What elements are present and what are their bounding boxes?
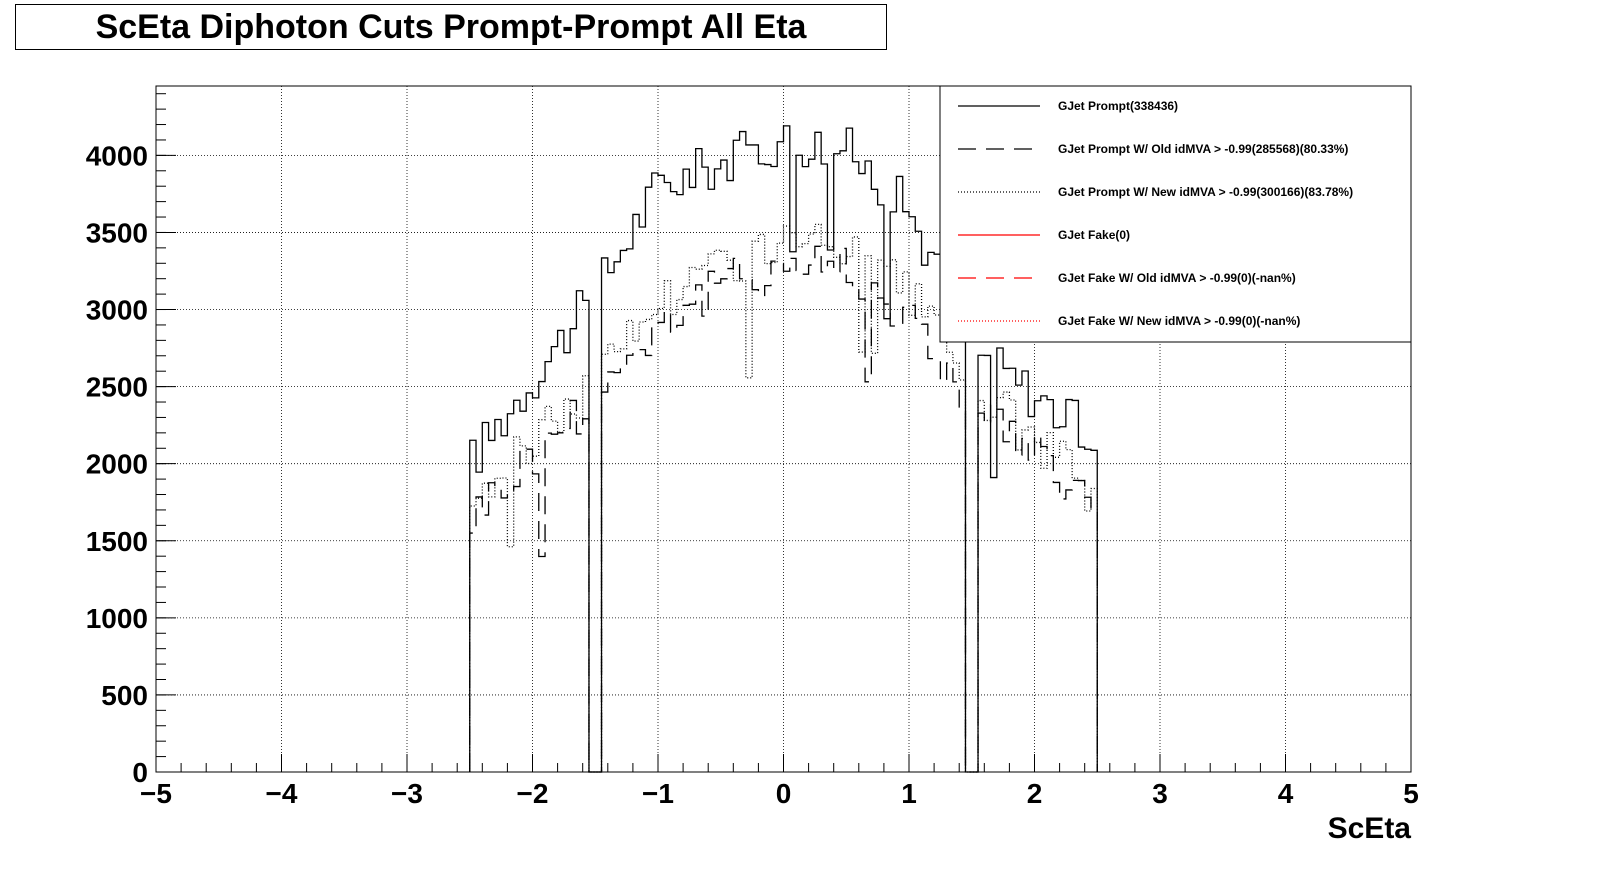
y-tick-label: 500: [101, 680, 148, 711]
y-tick-label: 3500: [86, 217, 148, 248]
legend-entry: GJet Prompt(338436): [1058, 99, 1178, 113]
y-tick-label: 3000: [86, 295, 148, 326]
y-tick-label: 1000: [86, 603, 148, 634]
histogram-series: [469, 125, 1098, 773]
series-line: [469, 245, 1098, 773]
x-tick-label: 4: [1278, 778, 1294, 809]
legend: GJet Prompt(338436) GJet Prompt W/ Old id…: [939, 85, 1412, 343]
x-tick-label: −4: [266, 778, 298, 809]
x-tick-label: 1: [901, 778, 917, 809]
legend-entry: GJet Fake W/ New idMVA > -0.99(0)(-nan%): [1058, 314, 1300, 328]
y-tick-label: 2500: [86, 372, 148, 403]
x-axis-title: ScEta: [1328, 812, 1412, 845]
chart-title-box: ScEta Diphoton Cuts Prompt-Prompt All Et…: [15, 4, 887, 50]
axis-ticks: [155, 93, 1412, 773]
series-line: [469, 125, 1098, 773]
x-tick-label: −3: [391, 778, 423, 809]
y-tick-label: 2000: [86, 449, 148, 480]
legend-entry: GJet Prompt W/ New idMVA > -0.99(300166)…: [1058, 185, 1353, 199]
x-tick-label: 3: [1152, 778, 1168, 809]
legend-box: [939, 85, 1412, 343]
series-line: [469, 223, 1098, 773]
x-tick-label: −2: [517, 778, 549, 809]
y-tick-label: 4000: [86, 140, 148, 171]
chart-title: ScEta Diphoton Cuts Prompt-Prompt All Et…: [95, 7, 807, 46]
y-tick-label: 1500: [86, 526, 148, 557]
legend-entry: GJet Fake(0): [1058, 228, 1130, 242]
x-tick-label: −5: [140, 778, 172, 809]
y-tick-label: 0: [132, 757, 148, 788]
x-tick-label: −1: [642, 778, 674, 809]
x-tick-label: 5: [1403, 778, 1419, 809]
legend-entry: GJet Fake W/ Old idMVA > -0.99(0)(-nan%): [1058, 271, 1296, 285]
tick-labels: −5 −4 −3 −2 −1 0 1 2 3 4 5 0 500 1000 1500 2000 2500 3000…: [86, 140, 1419, 809]
x-tick-label: 0: [776, 778, 792, 809]
x-tick-label: 2: [1027, 778, 1043, 809]
legend-entry: GJet Prompt W/ Old idMVA > -0.99(285568)…: [1058, 142, 1348, 156]
